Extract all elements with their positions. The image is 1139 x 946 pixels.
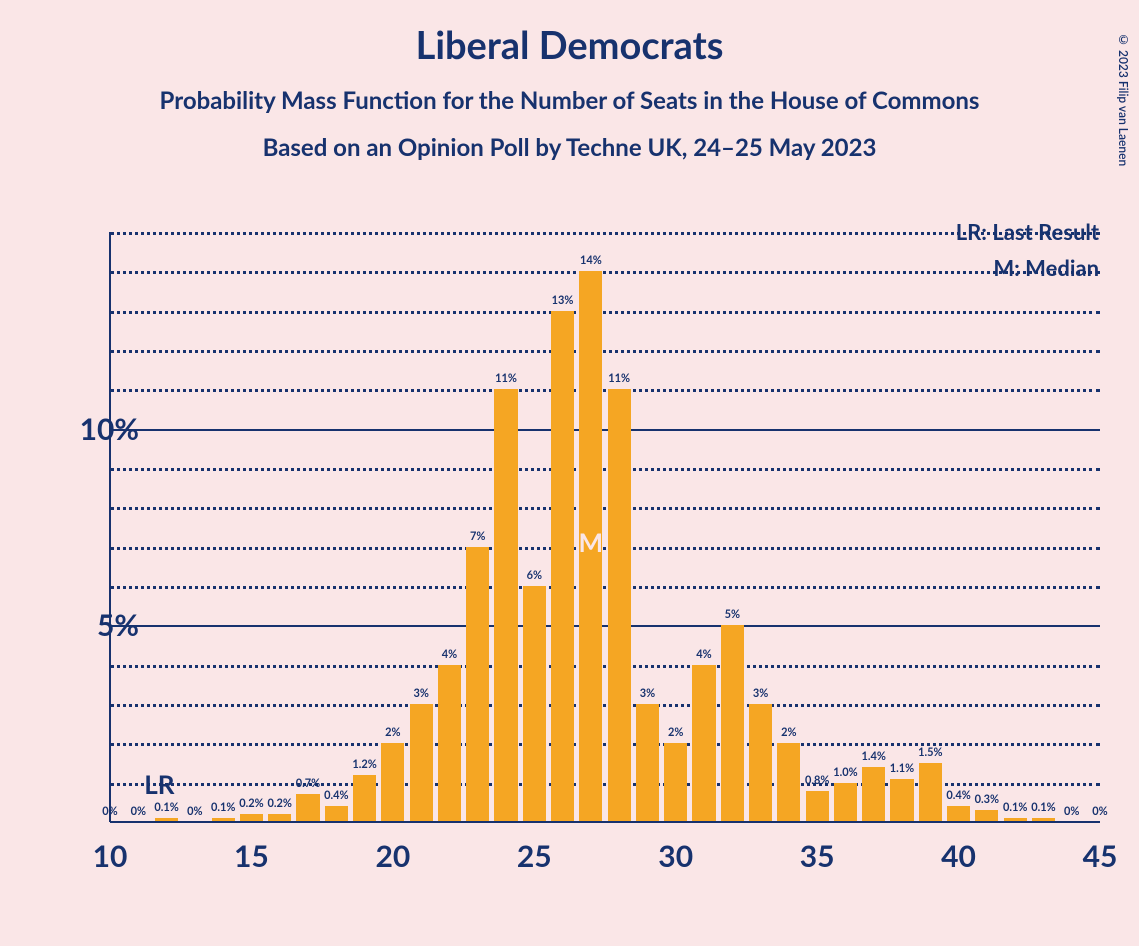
gridline-major xyxy=(110,429,1100,431)
gridline-major xyxy=(110,625,1100,627)
bar-value-label: 1.0% xyxy=(833,766,857,779)
bar-value-label: 0.2% xyxy=(268,797,292,810)
bar-value-label: 13% xyxy=(552,294,574,307)
gridline-minor xyxy=(110,389,1100,392)
y-axis-line xyxy=(109,232,111,822)
bar-value-label: 14% xyxy=(580,254,602,267)
bar xyxy=(692,665,715,822)
last-result-marker: LR xyxy=(144,768,174,800)
bar xyxy=(749,704,772,822)
bar-value-label: 0% xyxy=(1064,805,1079,818)
bar-value-label: 4% xyxy=(442,648,457,661)
x-axis-tick-label: 40 xyxy=(941,838,976,874)
bar xyxy=(438,665,461,822)
bar-value-label: 2% xyxy=(781,726,796,739)
gridline-minor xyxy=(110,507,1100,510)
gridline-minor xyxy=(110,350,1100,353)
gridline-minor xyxy=(110,232,1100,235)
bar-value-label: 1.2% xyxy=(352,758,376,771)
x-axis-tick-label: 15 xyxy=(234,838,269,874)
bar xyxy=(636,704,659,822)
bar xyxy=(325,806,348,822)
bar xyxy=(466,547,489,822)
gridline-minor xyxy=(110,783,1100,786)
bar xyxy=(834,783,857,822)
bar-value-label: 0.4% xyxy=(946,789,970,802)
bar xyxy=(947,806,970,822)
y-axis-tick-label: 10% xyxy=(80,411,139,447)
bar-value-label: 6% xyxy=(527,569,542,582)
bar-value-label: 3% xyxy=(413,687,428,700)
bar-value-label: 0.1% xyxy=(211,801,235,814)
x-axis-tick-label: 10 xyxy=(93,838,128,874)
gridline-minor xyxy=(110,743,1100,746)
bar-value-label: 0.1% xyxy=(1003,801,1027,814)
bar-value-label: 0% xyxy=(1092,805,1107,818)
bar-value-label: 5% xyxy=(725,608,740,621)
x-axis-tick-label: 35 xyxy=(800,838,835,874)
chart-subtitle-1: Probability Mass Function for the Number… xyxy=(0,86,1139,115)
bar-value-label: 0% xyxy=(187,805,202,818)
bar-value-label: 0.8% xyxy=(805,774,829,787)
bar xyxy=(777,743,800,822)
bar xyxy=(806,791,829,822)
gridline-minor xyxy=(110,311,1100,314)
gridline-minor xyxy=(110,665,1100,668)
bar-value-label: 0.3% xyxy=(975,793,999,806)
bar-value-label: 0.4% xyxy=(324,789,348,802)
x-axis-line xyxy=(110,821,1100,823)
bar xyxy=(721,625,744,822)
bar-value-label: 0.1% xyxy=(1031,801,1055,814)
x-axis-tick-label: 20 xyxy=(375,838,410,874)
bar-value-label: 3% xyxy=(640,687,655,700)
gridline-minor xyxy=(110,547,1100,550)
bar-value-label: 4% xyxy=(696,648,711,661)
chart-subtitle-2: Based on an Opinion Poll by Techne UK, 2… xyxy=(0,133,1139,162)
bar xyxy=(296,794,319,822)
bar xyxy=(890,779,913,822)
bar xyxy=(523,586,546,822)
bar xyxy=(551,311,574,822)
median-marker: M xyxy=(579,526,604,558)
bar-value-label: 0.2% xyxy=(239,797,263,810)
bar-value-label: 0% xyxy=(131,805,146,818)
y-axis-tick-label: 5% xyxy=(97,607,139,643)
bar xyxy=(381,743,404,822)
bar-value-label: 7% xyxy=(470,530,485,543)
gridline-minor xyxy=(110,468,1100,471)
bar xyxy=(664,743,687,822)
plot-region: 0% 0% 0.1% 0% 0.1% 0.2% 0.2% 0.7% 0.4% 1.2% 2% 3% 4%… xyxy=(110,232,1100,822)
bar-value-label: 2% xyxy=(668,726,683,739)
x-axis-tick-label: 25 xyxy=(517,838,552,874)
bar-value-label: 2% xyxy=(385,726,400,739)
bar-value-label: 11% xyxy=(495,372,517,385)
bar xyxy=(494,389,517,822)
bar-value-label: 0.1% xyxy=(154,801,178,814)
bar xyxy=(353,775,376,822)
bar xyxy=(608,389,631,822)
chart-area: 0% 0% 0.1% 0% 0.1% 0.2% 0.2% 0.7% 0.4% 1.2% 2% 3% 4%… xyxy=(110,232,1100,822)
bar-value-label: 1.5% xyxy=(918,746,942,759)
gridline-minor xyxy=(110,271,1100,274)
x-axis-tick-label: 45 xyxy=(1083,838,1118,874)
bar xyxy=(862,767,885,822)
copyright-text: © 2023 Filip van Laenen xyxy=(1116,32,1131,166)
gridline-minor xyxy=(110,586,1100,589)
gridline-minor xyxy=(110,704,1100,707)
bar-value-label: 3% xyxy=(753,687,768,700)
bar-value-label: 1.4% xyxy=(862,750,886,763)
bar xyxy=(410,704,433,822)
chart-title: Liberal Democrats xyxy=(0,22,1139,68)
bar xyxy=(919,763,942,822)
bar-value-label: 0.7% xyxy=(296,777,320,790)
bar-value-label: 11% xyxy=(608,372,630,385)
bar-value-label: 1.1% xyxy=(890,762,914,775)
x-axis-tick-label: 30 xyxy=(658,838,693,874)
